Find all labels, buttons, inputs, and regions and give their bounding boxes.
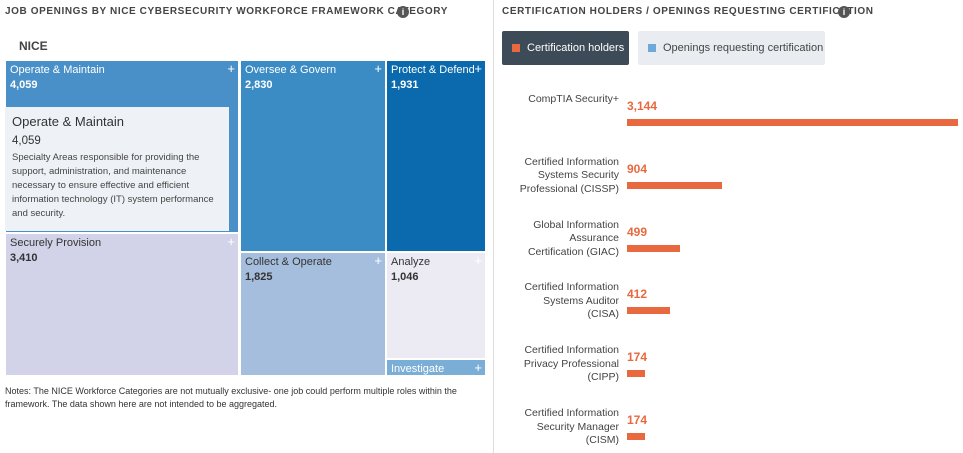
legend-button[interactable]: Certification holders: [502, 31, 629, 65]
category-label: Certified Information Security Manager (…: [524, 407, 619, 446]
value-label: 174: [627, 413, 648, 427]
legend-button[interactable]: Openings requesting certification: [638, 31, 825, 65]
category-label: Global Information Assurance Certificati…: [527, 218, 619, 258]
category-label: Certified Information Systems Security P…: [519, 155, 619, 195]
tile-value: 4,059: [10, 79, 38, 91]
bar: [627, 370, 646, 378]
value-label: 174: [627, 350, 648, 365]
legend-label: Certification holders: [527, 42, 625, 54]
tile-label: Operate & Maintain: [10, 64, 105, 76]
expand-icon[interactable]: +: [374, 61, 382, 76]
legend-swatch: [512, 44, 520, 52]
bar-title: CERTIFICATION HOLDERS / OPENINGS REQUEST…: [502, 6, 874, 17]
treemap-tile[interactable]: Securely Provision 3,410 +: [5, 233, 239, 376]
tile-value: 1,825: [245, 271, 273, 283]
value-label: 3,144: [627, 99, 658, 113]
tile-value: 2,830: [245, 79, 273, 91]
bar: [627, 181, 723, 189]
tile-value: 1,046: [391, 271, 419, 283]
bar: [627, 119, 958, 126]
divider: [493, 0, 494, 453]
tooltip: Operate & Maintain 4,059 Specialty Areas…: [5, 107, 229, 231]
treemap-tile[interactable]: Collect & Operate 1,825 +: [240, 252, 386, 376]
bar: [627, 433, 646, 440]
treemap-tile[interactable]: Protect & Defend 1,931 +: [386, 60, 486, 252]
legend-swatch: [648, 44, 656, 52]
value-label: 904: [627, 161, 648, 176]
notes: Notes: The NICE Workforce Categories are…: [5, 386, 457, 409]
tile-label: Investigate: [391, 363, 445, 375]
info-icon[interactable]: i: [838, 6, 850, 18]
tile-value: 1,931: [391, 79, 419, 91]
category-label: CompTIA Security+: [528, 93, 619, 105]
expand-icon[interactable]: +: [227, 234, 235, 249]
tile-label: Collect & Operate: [245, 256, 332, 268]
expand-icon[interactable]: +: [474, 360, 482, 375]
expand-icon[interactable]: +: [474, 253, 482, 268]
tile-label: Securely Provision: [10, 237, 102, 249]
tooltip-title: Operate & Maintain: [12, 114, 125, 129]
tile-value: 3,410: [10, 252, 38, 264]
expand-icon[interactable]: +: [374, 253, 382, 268]
tile-label: Oversee & Govern: [245, 64, 337, 76]
treemap-tile[interactable]: Oversee & Govern 2,830 +: [240, 60, 386, 252]
treemap-root[interactable]: NICE: [19, 39, 48, 53]
category-label: Certified Information Privacy Profession…: [523, 344, 619, 384]
treemap-title: JOB OPENINGS BY NICE CYBERSECURITY WORKF…: [5, 6, 449, 17]
expand-icon[interactable]: +: [227, 61, 235, 76]
tooltip-text: Specialty Areas responsible for providin…: [12, 152, 214, 219]
expand-icon[interactable]: +: [474, 61, 482, 76]
legend-label: Openings requesting certification: [663, 42, 824, 54]
tooltip-value: 4,059: [12, 135, 41, 147]
tile-label: Analyze: [391, 256, 431, 268]
info-icon[interactable]: i: [397, 6, 409, 18]
bar: [627, 307, 671, 315]
value-label: 412: [627, 287, 648, 302]
value-label: 499: [627, 224, 648, 239]
treemap-tile[interactable]: Analyze 1,046 +: [386, 252, 486, 359]
treemap-tile[interactable]: Investigate +: [386, 359, 486, 376]
category-label: Certified Information Systems Auditor (C…: [524, 281, 619, 321]
tile-label: Protect & Defend: [391, 64, 475, 76]
bar: [627, 244, 680, 252]
